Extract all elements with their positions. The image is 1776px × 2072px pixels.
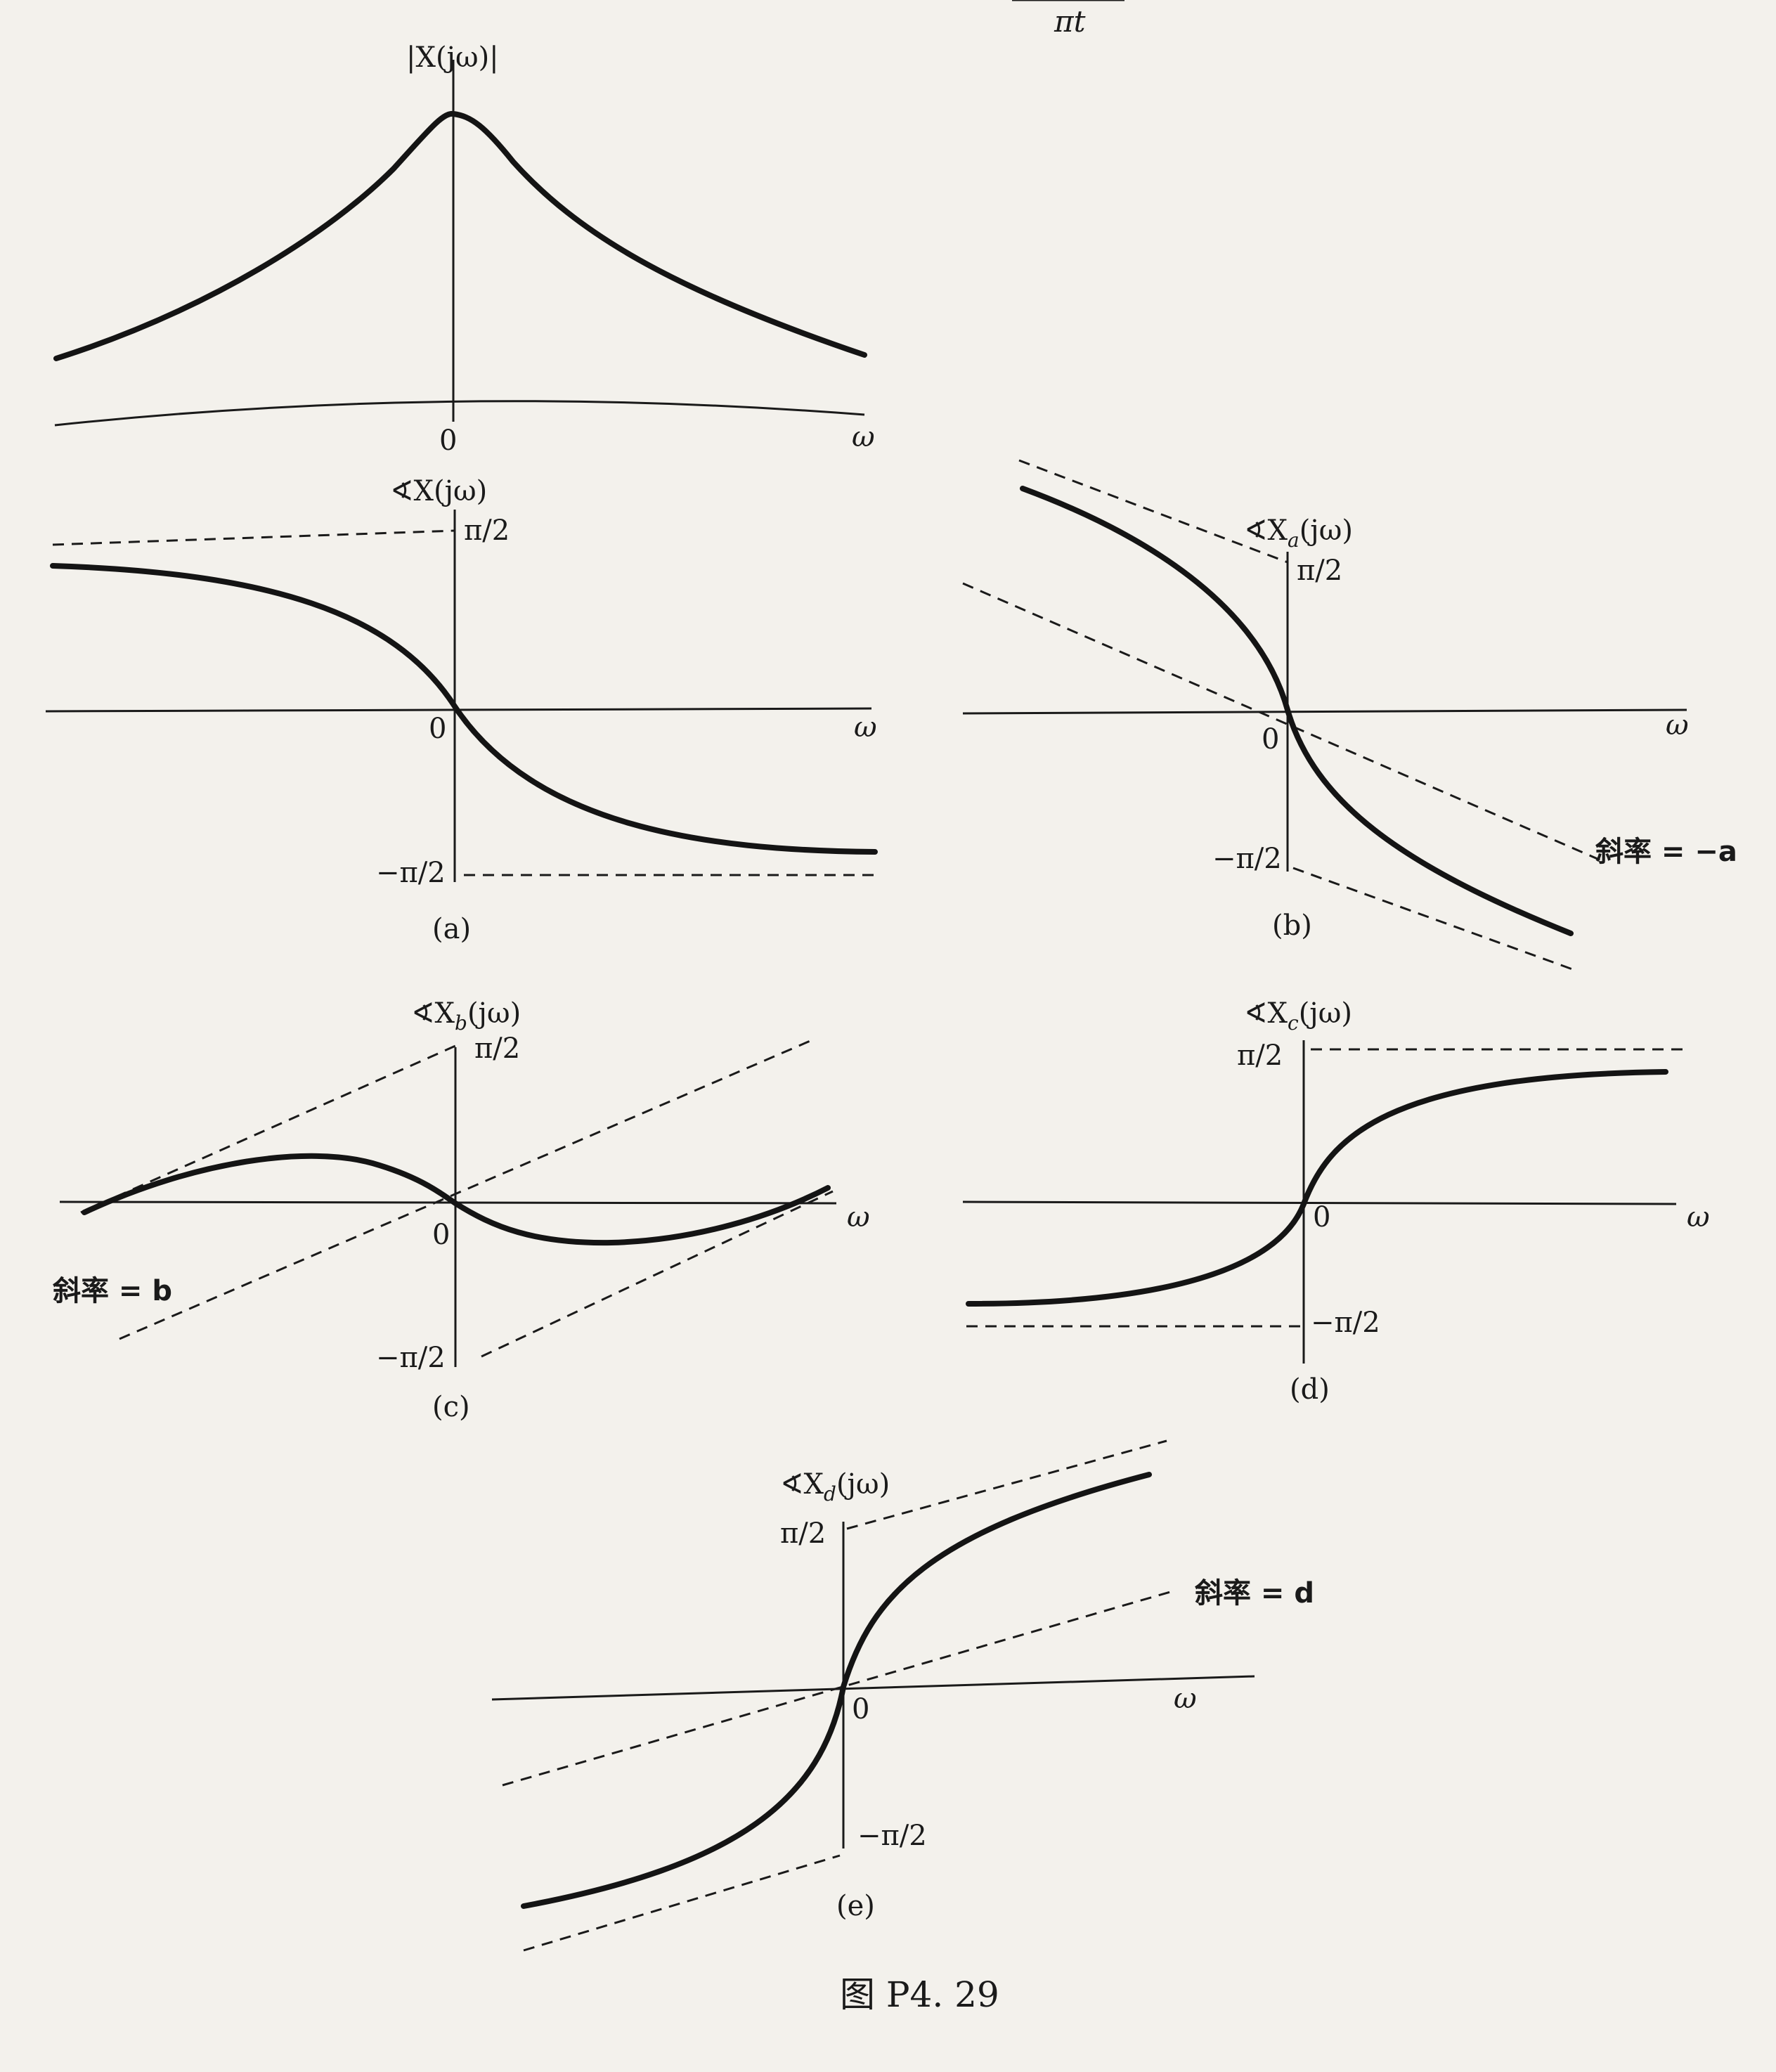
c-slope-label: 斜率 = b <box>53 1275 172 1307</box>
e-asymptote-lower <box>523 1854 841 1952</box>
d-top-label: π/2 <box>1237 1040 1283 1072</box>
a-top-label: π/2 <box>464 514 510 547</box>
a-caption: (a) <box>432 913 471 945</box>
mag-y-label: |X(jω)| <box>406 41 499 74</box>
top-fragment-text: πt <box>1054 4 1086 39</box>
c-slope-line <box>119 1039 812 1340</box>
e-phase-curve <box>521 1472 1152 1909</box>
b-slope-line <box>962 582 1603 862</box>
c-asymptote-lower <box>481 1190 834 1358</box>
c-caption: (c) <box>432 1391 470 1423</box>
d-bottom-label: −π/2 <box>1311 1307 1380 1339</box>
mag-curve <box>53 110 867 361</box>
c-x-label: ω <box>847 1201 870 1234</box>
mag-origin-label: 0 <box>439 425 457 457</box>
b-bottom-label: −π/2 <box>1212 843 1282 875</box>
a-origin-label: 0 <box>429 713 446 745</box>
panel-e: ∢Xd(jω) π/2 −π/2 0 ω 斜率 = d (e) <box>491 1439 1314 1952</box>
d-phase-curve <box>966 1069 1668 1307</box>
e-caption: (e) <box>836 1890 875 1922</box>
panel-b: ∢Xa(jω) π/2 −π/2 0 ω 斜率 = −a (b) <box>962 459 1737 971</box>
magnitude-panel: |X(jω)| 0 ω <box>53 41 875 457</box>
b-x-axis <box>962 708 1687 715</box>
panel-d: ∢Xc(jω) π/2 −π/2 0 ω (d) <box>962 997 1710 1406</box>
e-origin-label: 0 <box>852 1693 869 1725</box>
e-asymptote-upper <box>846 1439 1167 1530</box>
c-asymptote-upper <box>80 1044 456 1214</box>
b-slope-label: 斜率 = −a <box>1595 836 1737 868</box>
a-x-label: ω <box>854 711 877 744</box>
e-slope-label: 斜率 = d <box>1195 1577 1314 1610</box>
c-y-label: ∢Xb(jω) <box>411 997 521 1035</box>
b-asymptote-upper <box>1018 459 1288 564</box>
e-y-label: ∢Xd(jω) <box>780 1468 890 1506</box>
d-caption: (d) <box>1290 1373 1330 1406</box>
a-bottom-label: −π/2 <box>376 857 446 889</box>
c-top-label: π/2 <box>474 1032 520 1065</box>
c-bottom-label: −π/2 <box>376 1342 446 1374</box>
panel-c: ∢Xb(jω) π/2 −π/2 0 ω 斜率 = b (c) <box>53 997 870 1423</box>
b-phase-curve <box>1020 486 1574 936</box>
c-phase-curve <box>82 1153 831 1246</box>
d-x-axis <box>962 1200 1677 1205</box>
b-y-label: ∢Xa(jω) <box>1244 514 1353 552</box>
d-y-label: ∢Xc(jω) <box>1244 997 1352 1035</box>
a-y-label: ∢X(jω) <box>390 475 487 507</box>
b-top-label: π/2 <box>1297 555 1342 587</box>
panel-a: ∢X(jω) π/2 −π/2 0 ω (a) <box>45 475 878 945</box>
e-x-label: ω <box>1174 1683 1197 1715</box>
b-x-label: ω <box>1666 709 1689 742</box>
e-x-axis <box>491 1675 1255 1701</box>
d-origin-label: 0 <box>1313 1201 1330 1234</box>
figure-title: 图 P4. 29 <box>840 1974 999 2015</box>
a-asymptote-top <box>52 529 455 546</box>
b-asymptote-lower <box>1292 867 1575 971</box>
e-top-label: π/2 <box>780 1517 826 1550</box>
mag-x-axis <box>54 400 865 427</box>
b-caption: (b) <box>1272 909 1312 942</box>
e-slope-line <box>502 1591 1171 1787</box>
c-origin-label: 0 <box>432 1219 450 1251</box>
b-origin-label: 0 <box>1262 723 1279 756</box>
mag-x-label: ω <box>852 421 875 453</box>
e-bottom-label: −π/2 <box>857 1820 927 1852</box>
d-x-label: ω <box>1687 1201 1710 1234</box>
a-phase-curve <box>50 563 878 855</box>
c-x-axis <box>59 1200 837 1205</box>
